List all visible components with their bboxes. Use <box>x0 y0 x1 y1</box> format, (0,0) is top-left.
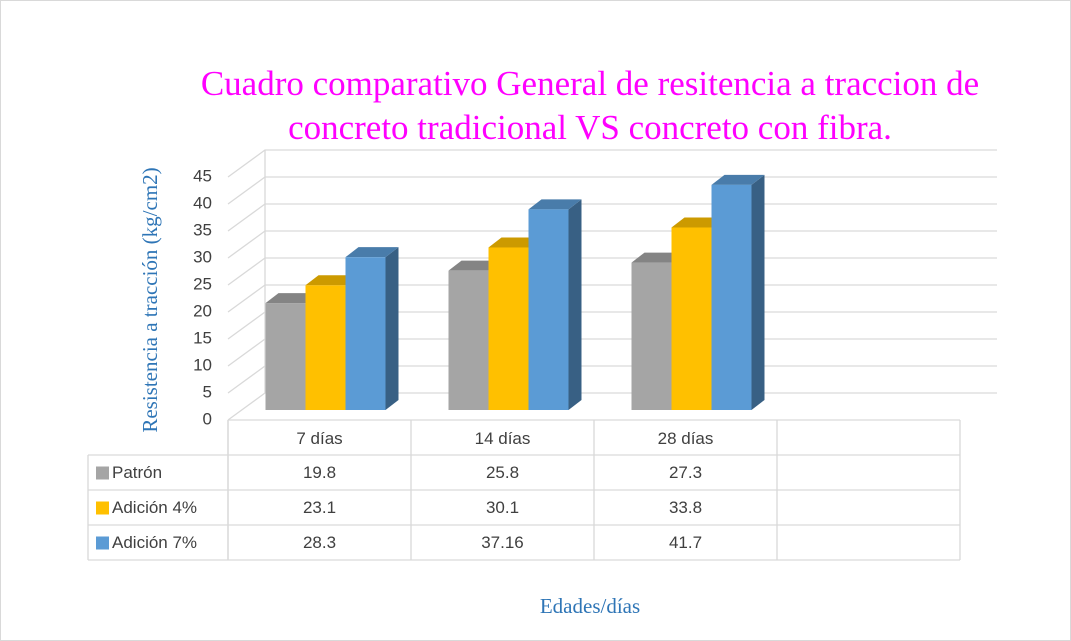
bar <box>488 247 529 410</box>
bar-top <box>488 237 542 248</box>
bar <box>711 184 752 410</box>
bar <box>671 227 712 410</box>
bar <box>631 262 672 410</box>
bar-side <box>751 174 765 410</box>
bar-side <box>568 199 582 410</box>
bar-top <box>711 174 765 185</box>
bar-top <box>631 252 685 263</box>
table-value: 25.8 <box>486 463 519 482</box>
legend-key <box>96 466 109 480</box>
table-value: 33.8 <box>669 498 702 517</box>
y-tick-label: 10 <box>193 355 212 374</box>
chart-title: Cuadro comparativo General de resitencia… <box>200 64 980 147</box>
legend-key <box>96 501 109 515</box>
bar-top <box>265 293 319 304</box>
y-axis-label: Resistencia a tracción (kg/cm2) <box>138 167 162 432</box>
legend-label: Adición 7% <box>112 533 197 552</box>
y-tick-label: 15 <box>193 328 212 347</box>
table-value: 41.7 <box>669 533 702 552</box>
table-value: 27.3 <box>669 463 702 482</box>
x-tick-label: 28 días <box>658 429 714 448</box>
table-value: 30.1 <box>486 498 519 517</box>
y-tick-label: 20 <box>193 301 212 320</box>
table-value: 19.8 <box>303 463 336 482</box>
y-tick-label: 25 <box>193 274 212 293</box>
y-tick-label: 5 <box>203 382 212 401</box>
y-tick-label: 45 <box>193 166 212 185</box>
y-tick-label: 30 <box>193 247 212 266</box>
x-tick-label: 7 días <box>296 429 342 448</box>
bar <box>305 285 346 410</box>
bar-top <box>671 217 725 228</box>
legend-label: Patrón <box>112 463 162 482</box>
y-tick-label: 35 <box>193 220 212 239</box>
bar-top <box>448 260 502 271</box>
y-tick-label: 40 <box>193 193 212 212</box>
bar-side <box>385 247 399 410</box>
table-value: 37.16 <box>481 533 524 552</box>
bar-top <box>305 275 359 286</box>
x-tick-label: 14 días <box>475 429 531 448</box>
x-axis-label: Edades/días <box>540 594 640 618</box>
legend-key <box>96 536 109 550</box>
bar-top <box>528 199 582 210</box>
bar <box>528 209 569 410</box>
table-value: 28.3 <box>303 533 336 552</box>
bar <box>345 257 386 410</box>
bar <box>448 270 489 410</box>
bar <box>265 303 306 410</box>
bar-top <box>345 247 399 258</box>
table-value: 23.1 <box>303 498 336 517</box>
legend-label: Adición 4% <box>112 498 197 517</box>
y-tick-label: 0 <box>203 409 212 428</box>
